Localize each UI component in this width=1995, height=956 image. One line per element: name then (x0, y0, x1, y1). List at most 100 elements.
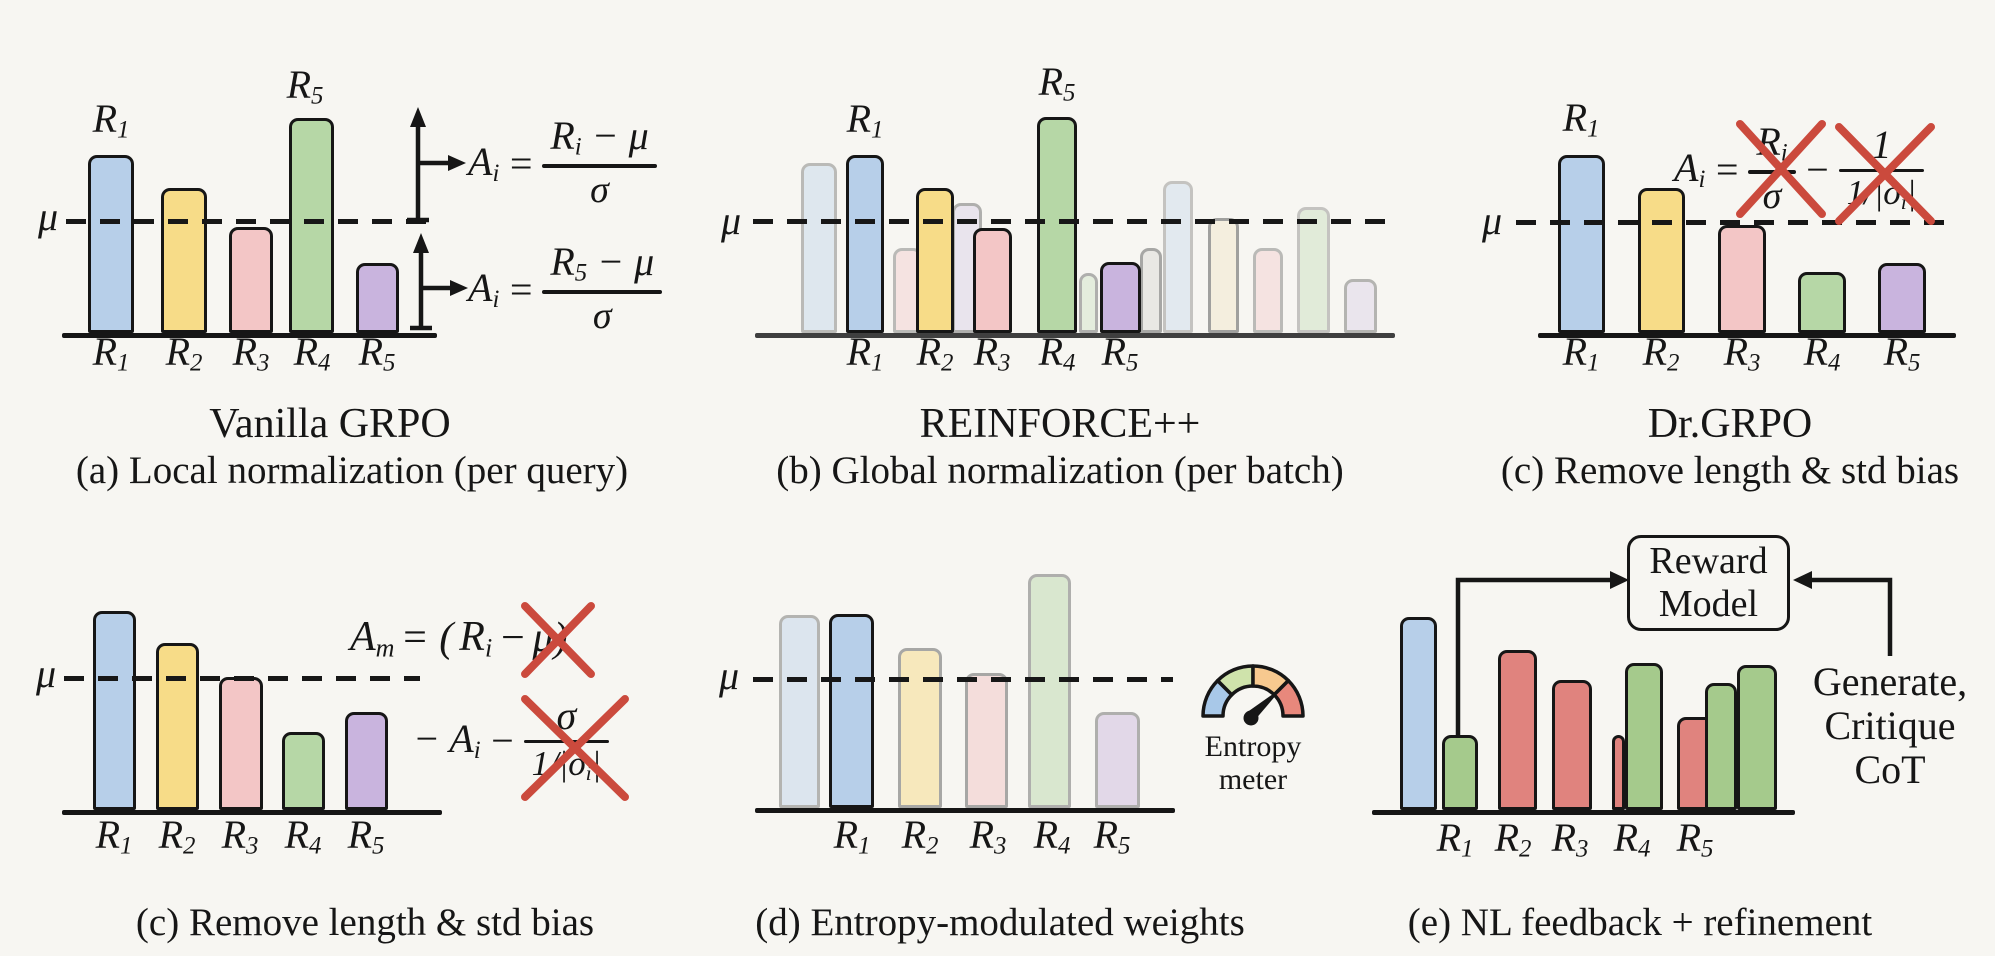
axis-baseline-c2 (62, 810, 442, 815)
bar-b-4-palegreen-ghost (1079, 273, 1098, 333)
generate-line: Generate, (1812, 659, 1968, 704)
r-label-e-1: R1 (1436, 815, 1474, 863)
formula-advantage-local-r5: Ai = R5 − μ σ (468, 241, 663, 336)
r-label-b-4: R4 (1038, 329, 1076, 377)
fraction: Ri − μ σ (542, 115, 657, 210)
r-term: Ri (459, 613, 493, 663)
mu-label-c2: μ (35, 651, 57, 696)
reward-model-label-line2: Model (1658, 583, 1759, 625)
bar-b-12-yellow (916, 188, 954, 333)
bar-e-8-egreen (1705, 683, 1737, 810)
reward-model-box: Reward Model (1627, 535, 1790, 631)
bar-d-1-blue-ghost (779, 615, 820, 808)
formula-lhs: Ai (1674, 144, 1706, 194)
bar-b-13-pink (973, 228, 1012, 333)
crossed-std-term: Ri σ (1736, 120, 1827, 219)
r-label-c-4: R4 (1803, 329, 1841, 377)
r-label-c2-4: R4 (284, 812, 322, 860)
formula-lhs: Ai (468, 264, 500, 314)
bar-e-4-red (1552, 680, 1592, 810)
r-label-d-3: R3 (969, 812, 1007, 860)
reward-model-label-line1: Reward (1649, 540, 1768, 583)
bar-d-6-purple-ghost (1095, 712, 1140, 808)
formula-mean-removed: Am = ( Ri − μ) (350, 602, 595, 678)
bar-d-3-yellow-ghost (898, 648, 942, 808)
r-label-c-1: R1 (1562, 329, 1600, 377)
r-label-c2-3: R3 (221, 812, 259, 860)
r-label-e-3: R3 (1551, 815, 1589, 863)
mu-dashed-line-c2 (64, 676, 420, 681)
r-label-a-5: R5 (286, 62, 324, 110)
panel-e-caption: (e) NL feedback + refinement (1407, 901, 1873, 944)
r-label-a-4: R4 (293, 329, 331, 377)
critique-line: Critique (1824, 703, 1956, 748)
mu-dashed-line-b (753, 219, 1393, 224)
formula-lhs: Am (350, 613, 395, 663)
r-label-c2-2: R2 (158, 812, 196, 860)
r-label-a-1: R1 (92, 329, 130, 377)
entropy-meter-label-line1: Entropy (1204, 730, 1302, 763)
bar-b-7-cream-ghost (1208, 218, 1239, 333)
r-label-d-2: R2 (901, 812, 939, 860)
bar-b-15-purple (1100, 262, 1141, 333)
generate-critique-cot-label: Generate, Critique CoT (1813, 660, 1967, 792)
r-label-c-1: R1 (1562, 95, 1600, 143)
bar-d-4-pink-ghost (965, 673, 1008, 808)
mu-label-b: μ (720, 198, 742, 243)
r-label-a-2: R2 (165, 329, 203, 377)
r-label-a-5: R5 (358, 329, 396, 377)
bar-b-1-blue-ghost (801, 163, 837, 333)
bar-c-5-purple (1878, 263, 1926, 333)
bar-e-3-red (1498, 650, 1537, 810)
bar-a-2-yellow (161, 188, 207, 333)
minus-sign: − (488, 717, 516, 763)
bar-b-11-blue (846, 155, 884, 333)
bar-c2-1-blue (93, 611, 136, 810)
panel-b-caption: (b) Global normalization (per batch) (776, 449, 1344, 492)
entropy-meter-label-line2: meter (1218, 763, 1288, 796)
crossed-length-term: 1 1/|oi| (1834, 122, 1935, 225)
r-label-e-4: R4 (1613, 815, 1651, 863)
equals-sign: = (507, 140, 535, 186)
mu-label-c: μ (1481, 198, 1503, 243)
bar-c-1-blue (1558, 155, 1605, 333)
bar-a-3-pink (229, 227, 273, 333)
r-label-b-2: R2 (916, 329, 954, 377)
minus-sign: − (1803, 146, 1831, 192)
bar-c2-2-yellow (156, 643, 199, 810)
r-label-c2-5: R5 (347, 812, 385, 860)
panel-d-caption: (d) Entropy-modulated weights (755, 901, 1245, 944)
minus-sign: − (498, 615, 527, 661)
r-label-c2-1: R1 (95, 812, 133, 860)
equals-sign: = (507, 266, 535, 312)
r-label-c-3: R3 (1723, 329, 1761, 377)
bar-c-3-pink (1718, 225, 1766, 333)
r-label-d-5: R5 (1093, 812, 1131, 860)
bar-b-5-gray-ghost (1140, 248, 1162, 333)
axis-baseline-c (1538, 333, 1956, 338)
bar-b-8-pink-ghost (1253, 248, 1283, 333)
formula-length-removed: − Ai − σ 1/|oi| (413, 686, 629, 801)
crossed-length-term: σ 1/|oi| (520, 694, 629, 801)
equals-sign: = (1713, 146, 1741, 192)
bar-a-4-green (289, 118, 334, 333)
formula-advantage-local-generic: Ai = Ri − μ σ (468, 115, 657, 210)
gauge-pivot (1243, 710, 1259, 726)
r-label-b-1: R1 (846, 96, 884, 144)
bar-b-10-lavender-ghost (1344, 279, 1377, 333)
equals-sign: = ( (400, 615, 454, 661)
r-label-b-5: R5 (1038, 59, 1076, 107)
panel-c2-caption: (c) Remove length & std bias (135, 901, 595, 944)
mu-dashed-line-d (753, 677, 1173, 682)
mu-label-a: μ (37, 194, 59, 239)
mu-dashed-line-a (66, 219, 434, 224)
panel-c-title: Dr.GRPO (1647, 401, 1813, 447)
formula-lhs: − Ai (413, 715, 481, 765)
bar-b-9-green-ghost (1297, 207, 1330, 333)
r-label-d-4: R4 (1033, 812, 1071, 860)
mu-dashed-line-c (1516, 220, 1950, 225)
